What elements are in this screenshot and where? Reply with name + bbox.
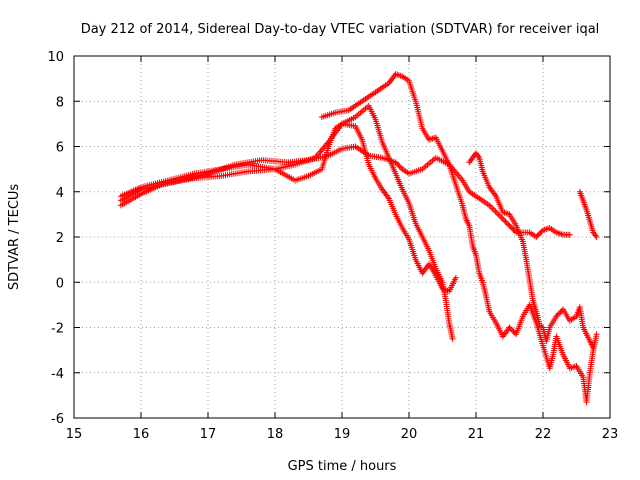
data-point bbox=[392, 159, 399, 166]
data-point bbox=[534, 232, 541, 239]
x-tick-label: 21 bbox=[468, 427, 485, 442]
data-point bbox=[505, 221, 512, 228]
data-point bbox=[490, 206, 497, 213]
data-point bbox=[507, 224, 514, 231]
data-point bbox=[501, 217, 508, 224]
y-tick-label: 10 bbox=[47, 50, 64, 65]
data-point bbox=[566, 231, 573, 238]
grid bbox=[74, 56, 610, 418]
data-point bbox=[318, 146, 325, 153]
data-point bbox=[454, 171, 461, 178]
data-point bbox=[509, 225, 516, 232]
y-tick-label: 8 bbox=[56, 95, 64, 110]
y-tick-label: 2 bbox=[56, 231, 64, 246]
data-point bbox=[317, 148, 324, 155]
y-tick-label: -6 bbox=[51, 412, 64, 427]
series-track-f bbox=[576, 188, 600, 240]
data-point bbox=[316, 150, 323, 157]
data-point bbox=[538, 228, 545, 235]
data-point bbox=[509, 327, 516, 334]
data-point bbox=[557, 309, 564, 316]
data-point bbox=[593, 234, 600, 240]
y-tick-label: 0 bbox=[56, 276, 64, 291]
data-points bbox=[117, 71, 600, 406]
data-point bbox=[498, 214, 505, 221]
data-point bbox=[503, 219, 510, 226]
data-point bbox=[397, 164, 404, 171]
x-tick-label: 22 bbox=[535, 427, 552, 442]
data-point bbox=[590, 344, 597, 351]
data-point bbox=[554, 311, 561, 318]
data-point bbox=[499, 215, 506, 222]
data-point bbox=[506, 222, 513, 229]
y-tick-label: 4 bbox=[56, 186, 64, 201]
data-point bbox=[537, 229, 544, 236]
x-tick-label: 17 bbox=[200, 427, 217, 442]
x-tick-label: 20 bbox=[401, 427, 418, 442]
data-point bbox=[496, 212, 503, 219]
x-tick-label: 23 bbox=[602, 427, 619, 442]
data-point bbox=[396, 163, 403, 170]
data-point bbox=[489, 205, 496, 212]
data-point bbox=[452, 274, 459, 281]
x-axis-label: GPS time / hours bbox=[288, 459, 397, 474]
y-tick-label: -4 bbox=[51, 367, 64, 382]
y-axis-label: SDTVAR / TECUs bbox=[7, 184, 22, 291]
x-tick-label: 18 bbox=[267, 427, 284, 442]
series-track-e bbox=[466, 150, 597, 351]
data-point bbox=[593, 331, 600, 338]
data-point bbox=[507, 325, 514, 332]
data-point bbox=[393, 160, 400, 167]
data-point bbox=[395, 162, 402, 169]
data-point bbox=[506, 324, 513, 331]
series-track-d bbox=[318, 71, 600, 406]
y-tick-label: -2 bbox=[51, 322, 64, 337]
x-tick-label: 16 bbox=[133, 427, 150, 442]
x-tick-label: 19 bbox=[334, 427, 351, 442]
data-point bbox=[511, 228, 518, 235]
data-point bbox=[502, 218, 509, 225]
data-point bbox=[456, 174, 463, 181]
data-point bbox=[493, 209, 500, 216]
x-tick-label: 15 bbox=[66, 427, 83, 442]
data-point bbox=[492, 208, 499, 215]
data-point bbox=[533, 234, 540, 240]
data-point bbox=[510, 328, 517, 335]
data-point bbox=[556, 310, 563, 317]
data-point bbox=[449, 335, 456, 342]
data-point bbox=[535, 231, 542, 238]
axis-ticks: 15 16 17 18 19 20 21 22 23 -6 -4 -2 0 2 4 6 8 10 bbox=[47, 50, 618, 442]
y-tick-label: 6 bbox=[56, 141, 64, 156]
series-track-b bbox=[117, 102, 456, 342]
data-point bbox=[455, 172, 462, 179]
data-point bbox=[487, 203, 494, 210]
data-point bbox=[553, 313, 560, 320]
series-track-c bbox=[117, 120, 459, 295]
chart-title: Day 212 of 2014, Sidereal Day-to-day VTE… bbox=[81, 22, 600, 37]
